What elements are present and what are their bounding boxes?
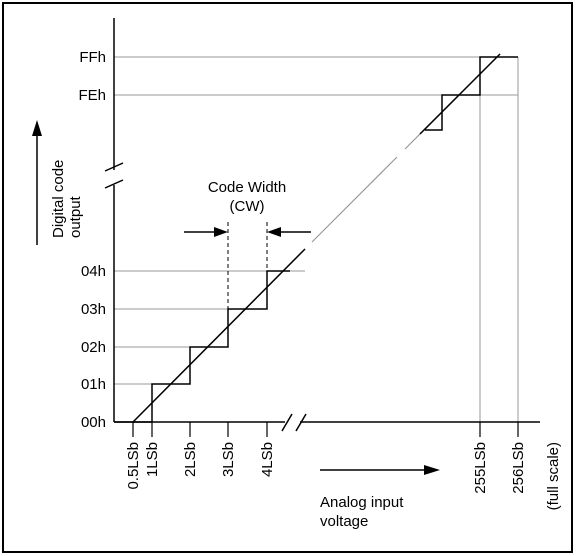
transfer-line-black — [132, 53, 501, 423]
cw-arrow-right-head — [267, 227, 281, 237]
staircase-lower — [114, 270, 290, 423]
staircase-upper — [425, 56, 518, 131]
cw-arrow-left-head — [214, 227, 228, 237]
x-tick-full-scale: (full scale) — [545, 442, 562, 510]
transfer-line-upper — [419, 53, 501, 135]
code-width-label-line2: (CW) — [230, 198, 265, 215]
y-tick-01h: 01h — [81, 376, 106, 393]
code-width-label-line1: Code Width — [208, 179, 286, 196]
y-tick-00h: 00h — [81, 414, 106, 431]
x-tick-1lsb: 1LSb — [144, 442, 161, 477]
y-tick-02h: 02h — [81, 339, 106, 356]
x-tick-4lsb: 4LSb — [259, 442, 276, 477]
x-tick-marks — [132, 422, 519, 437]
x-tick-255lsb: 255LSb — [472, 442, 489, 494]
y-axis-break-mark-1 — [104, 162, 124, 172]
x-axis-title-line2: voltage — [320, 513, 368, 530]
y-title-arrow-head — [32, 120, 42, 136]
code-width-arrows — [184, 227, 311, 237]
x-tick-256lsb: 256LSb — [510, 442, 527, 494]
y-axis-title-line1: Digital code — [50, 160, 67, 238]
x-tick-0-5lsb: 0.5LSb — [125, 442, 142, 490]
x-axis-break-mark-2 — [295, 413, 307, 432]
ideal-line-middle — [311, 156, 398, 243]
y-tick-03h: 03h — [81, 301, 106, 318]
x-title-arrow-head — [424, 465, 440, 475]
x-axis-break-mark-1 — [281, 413, 293, 432]
y-axis-title-line2: output — [67, 195, 84, 238]
x-tick-2lsb: 2LSb — [182, 442, 199, 477]
y-tick-04h: 04h — [81, 263, 106, 280]
y-axis — [104, 18, 124, 422]
x-title-arrow — [320, 465, 440, 475]
x-axis-title-line1: Analog input — [320, 494, 404, 511]
y-tick-FFh: FFh — [79, 49, 106, 66]
x-axis — [114, 413, 540, 432]
x-tick-3lsb: 3LSb — [220, 442, 237, 477]
y-axis-break-mark-2 — [104, 179, 124, 189]
y-title-arrow — [32, 120, 42, 245]
y-tick-FEh: FEh — [78, 87, 106, 104]
code-width-markers — [227, 222, 268, 309]
transfer-line-lower — [132, 248, 306, 423]
code-gridlines — [114, 56, 518, 385]
lsb-gridlines — [479, 57, 519, 422]
